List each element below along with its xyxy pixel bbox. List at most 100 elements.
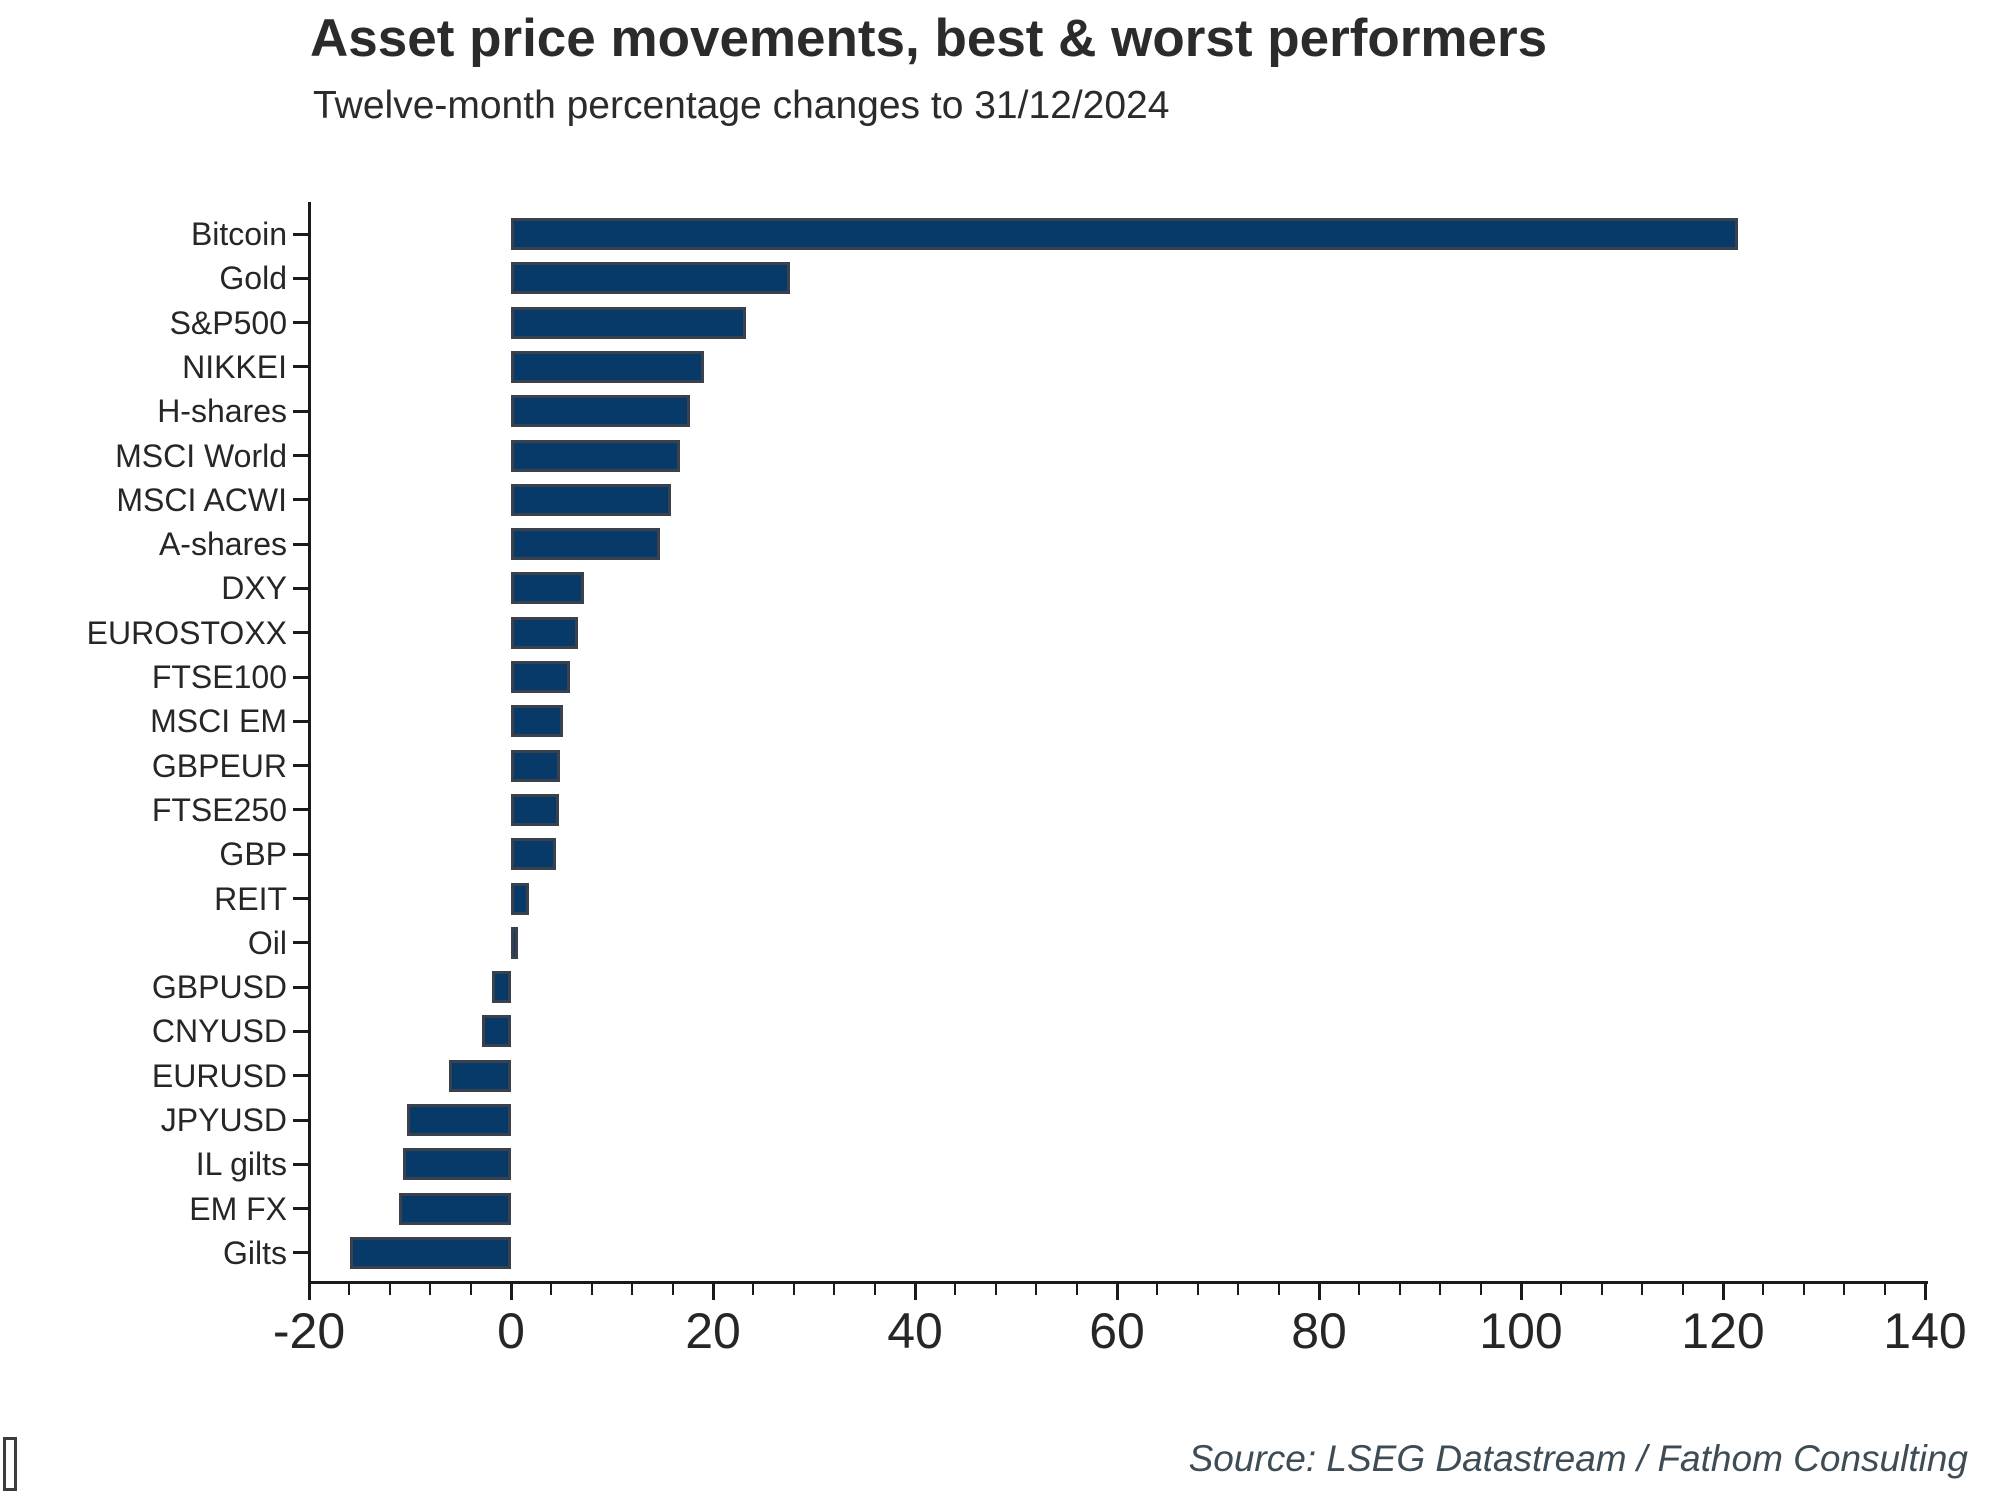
x-axis-major-tick	[509, 1284, 513, 1300]
x-axis-minor-tick	[994, 1284, 997, 1295]
category-label: JPYUSD	[160, 1102, 287, 1138]
x-axis-minor-tick	[1075, 1284, 1078, 1295]
category-label: CNYUSD	[151, 1013, 287, 1050]
x-axis-minor-tick	[1358, 1284, 1361, 1295]
category-label: Oil	[247, 924, 287, 961]
bar	[511, 350, 704, 383]
bar	[511, 838, 557, 871]
y-axis-tick	[293, 365, 308, 369]
x-axis-minor-tick	[1600, 1284, 1603, 1295]
category-label: EUROSTOXX	[86, 614, 287, 651]
y-axis-tick	[293, 1251, 308, 1255]
x-axis-minor-tick	[550, 1284, 553, 1295]
category-label: GBPUSD	[151, 969, 287, 1006]
x-axis-minor-tick	[388, 1284, 391, 1295]
bar	[350, 1236, 511, 1269]
category-label: A-shares	[158, 526, 287, 563]
y-axis-tick	[293, 498, 308, 502]
y-axis-tick	[293, 1162, 308, 1166]
category-label: S&P500	[169, 304, 287, 341]
chart-subtitle: Twelve-month percentage changes to 31/12…	[313, 84, 1170, 127]
x-tick-label: 40	[887, 1303, 943, 1359]
bar	[511, 616, 578, 649]
x-axis-major-tick	[711, 1284, 715, 1300]
x-axis-major-tick	[1519, 1284, 1523, 1300]
x-axis-minor-tick	[1641, 1284, 1644, 1295]
x-axis-minor-tick	[590, 1284, 593, 1295]
category-label: DXY	[221, 570, 287, 607]
bar	[511, 661, 570, 693]
y-axis-tick	[293, 675, 308, 679]
x-tick-label: 120	[1681, 1303, 1765, 1359]
category-label: FTSE100	[151, 659, 287, 695]
y-axis-tick	[293, 631, 308, 635]
y-axis-tick	[293, 764, 308, 768]
bar	[511, 395, 690, 428]
bar	[402, 1148, 511, 1181]
bar	[511, 262, 790, 295]
x-axis-minor-tick	[469, 1284, 472, 1295]
y-axis-line	[308, 202, 311, 1284]
bar	[481, 1015, 511, 1048]
category-label: EM FX	[189, 1190, 287, 1227]
y-axis-tick	[293, 542, 308, 546]
category-label: MSCI EM	[150, 703, 287, 740]
x-axis-minor-tick	[1439, 1284, 1442, 1295]
y-axis-tick	[293, 1207, 308, 1211]
x-axis-minor-tick	[752, 1284, 755, 1295]
bar	[511, 882, 530, 915]
x-axis-minor-tick	[792, 1284, 795, 1295]
x-tick-label: 140	[1883, 1303, 1967, 1359]
x-axis-major-tick	[1923, 1284, 1927, 1300]
x-tick-label: 20	[685, 1303, 741, 1359]
x-axis-minor-tick	[1196, 1284, 1199, 1295]
x-axis-minor-tick	[631, 1284, 634, 1295]
x-axis-minor-tick	[671, 1284, 674, 1295]
y-axis-tick	[293, 808, 308, 812]
bar	[511, 483, 671, 516]
y-axis-tick	[293, 1074, 308, 1078]
x-axis-line	[308, 1281, 1928, 1284]
bar	[511, 306, 747, 339]
category-label: FTSE250	[151, 791, 287, 828]
category-label: H-shares	[157, 393, 287, 430]
bar	[511, 218, 1739, 250]
category-label: MSCI ACWI	[116, 481, 287, 518]
chart-title: Asset price movements, best & worst perf…	[310, 9, 1548, 68]
x-tick-label: 80	[1291, 1303, 1347, 1359]
x-axis-major-tick	[913, 1284, 917, 1300]
source-credit: Source: LSEG Datastream / Fathom Consult…	[1188, 1438, 1968, 1479]
bar	[511, 572, 584, 605]
y-axis-tick	[293, 1029, 308, 1033]
y-axis-tick	[293, 1118, 308, 1122]
x-axis-minor-tick	[833, 1284, 836, 1295]
x-axis-minor-tick	[1156, 1284, 1159, 1295]
x-tick-label: 60	[1089, 1303, 1145, 1359]
x-axis-major-tick	[1721, 1284, 1725, 1300]
x-axis-minor-tick	[1237, 1284, 1240, 1295]
x-axis-minor-tick	[1035, 1284, 1038, 1295]
bar	[511, 705, 563, 738]
y-axis-tick	[293, 232, 308, 236]
y-axis-tick	[293, 321, 308, 325]
y-axis-tick	[293, 897, 308, 900]
bar	[398, 1192, 511, 1225]
y-axis-tick	[293, 454, 308, 457]
bar	[511, 749, 561, 782]
x-axis-major-tick	[307, 1284, 311, 1300]
x-axis-major-tick	[1317, 1284, 1321, 1300]
bar	[491, 971, 511, 1004]
x-axis-minor-tick	[954, 1284, 957, 1295]
x-axis-major-tick	[1115, 1284, 1119, 1300]
category-label: Gilts	[223, 1234, 287, 1271]
x-axis-minor-tick	[1681, 1284, 1684, 1295]
bar	[511, 793, 560, 826]
category-label: NIKKEI	[182, 348, 287, 385]
x-axis-minor-tick	[1398, 1284, 1401, 1295]
y-axis-tick	[293, 276, 308, 280]
x-axis-minor-tick	[1560, 1284, 1563, 1295]
x-tick-label: 0	[497, 1303, 525, 1359]
x-axis-minor-tick	[1479, 1284, 1482, 1295]
x-tick-label: -20	[272, 1303, 346, 1359]
